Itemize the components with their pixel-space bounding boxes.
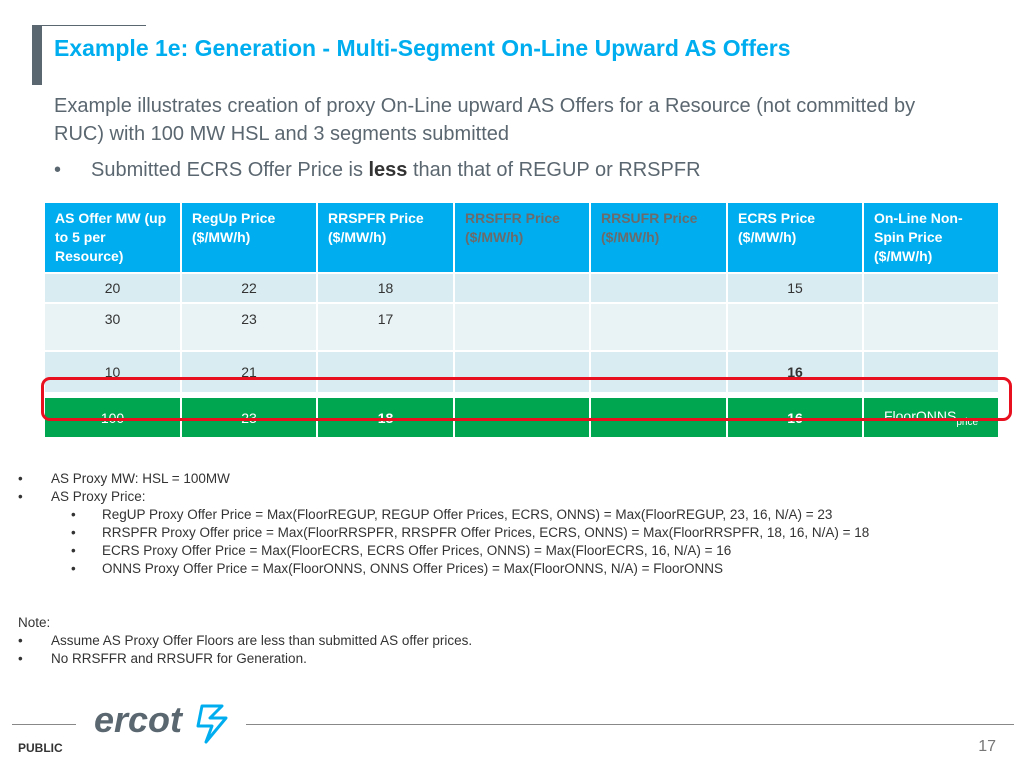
intro-bullet-suffix: than that of REGUP or RRSPFR xyxy=(407,159,701,181)
assumption-notes: Note: Assume AS Proxy Offer Floors are l… xyxy=(18,614,472,668)
note-item: Assume AS Proxy Offer Floors are less th… xyxy=(18,632,472,650)
classification-label: PUBLIC xyxy=(18,741,63,755)
table-cell: 20 xyxy=(43,272,182,304)
note-item: No RRSFFR and RRSUFR for Generation. xyxy=(18,650,472,668)
table-row: 10 21 16 xyxy=(43,350,1000,394)
note-item: AS Proxy Price: xyxy=(18,488,869,506)
proxy-onns-main: FloorONNS xyxy=(883,407,957,424)
table-cell: 18 xyxy=(316,272,455,304)
page-number: 17 xyxy=(978,738,996,755)
header-as-offer-mw: AS Offer MW (up to 5 per Resource) xyxy=(43,201,182,274)
table-cell xyxy=(589,272,728,304)
proxy-mw-cell: 100 xyxy=(43,396,182,439)
footer-divider-left xyxy=(12,724,76,725)
table-spacer-row xyxy=(44,393,999,397)
table-cell: 22 xyxy=(180,272,318,304)
intro-bullet: • Submitted ECRS Offer Price is less than… xyxy=(54,159,701,182)
proxy-onns-cell: FloorONNSprice xyxy=(862,396,1000,439)
intro-bullet-emphasis: less xyxy=(368,159,408,181)
table-row: 30 23 17 xyxy=(43,302,1000,352)
table-cell: 30 xyxy=(43,302,182,352)
table-cell xyxy=(453,272,591,304)
ercot-logo-text: ercot xyxy=(94,699,184,740)
table-cell xyxy=(453,302,591,352)
note-subitem: ECRS Proxy Offer Price = Max(FloorECRS, … xyxy=(18,542,869,560)
note-item: AS Proxy MW: HSL = 100MW xyxy=(18,470,869,488)
table-cell xyxy=(862,272,1000,304)
spacer-cell xyxy=(44,393,999,397)
header-ecrs-price: ECRS Price ($/MW/h) xyxy=(726,201,864,274)
title-accent-line xyxy=(42,25,146,26)
as-offer-table: AS Offer MW (up to 5 per Resource) RegUp… xyxy=(43,201,1000,439)
ercot-logo: ercot xyxy=(94,698,234,749)
header-rrspfr-price: RRSPFR Price ($/MW/h) xyxy=(316,201,455,274)
table-cell: 17 xyxy=(316,302,455,352)
table-cell: 15 xyxy=(726,272,864,304)
proxy-onns-subscript: price xyxy=(956,416,979,428)
proxy-rrsufr-cell xyxy=(589,396,728,439)
proxy-offer-row: 100 23 18 16 FloorONNSprice xyxy=(43,396,1000,439)
table-row: 20 22 18 15 xyxy=(43,272,1000,304)
table-cell: 10 xyxy=(43,350,182,394)
title-accent-bar xyxy=(32,25,42,85)
table-cell xyxy=(316,350,455,394)
table-header-row: AS Offer MW (up to 5 per Resource) RegUp… xyxy=(43,201,1000,274)
note-heading: Note: xyxy=(18,615,51,630)
table-cell xyxy=(453,350,591,394)
table-cell xyxy=(589,302,728,352)
proxy-rrspfr-cell: 18 xyxy=(316,396,455,439)
table-cell xyxy=(862,302,1000,352)
intro-paragraph: Example illustrates creation of proxy On… xyxy=(54,95,916,145)
header-regup-price: RegUp Price ($/MW/h) xyxy=(180,201,318,274)
table-cell xyxy=(862,350,1000,394)
proxy-rrsffr-cell xyxy=(453,396,591,439)
footer-divider-right xyxy=(246,724,1014,725)
header-rrsffr-price: RRSFFR Price ($/MW/h) xyxy=(453,201,591,274)
table-cell: 21 xyxy=(180,350,318,394)
table-cell xyxy=(589,350,728,394)
ercot-logo-graphic: ercot xyxy=(94,699,228,744)
note-subitem: ONNS Proxy Offer Price = Max(FloorONNS, … xyxy=(18,560,869,578)
slide-title: Example 1e: Generation - Multi-Segment O… xyxy=(54,35,791,61)
intro-bullet-prefix: Submitted ECRS Offer Price is xyxy=(91,159,369,181)
proxy-ecrs-cell: 16 xyxy=(726,396,864,439)
table-cell: 23 xyxy=(180,302,318,352)
proxy-regup-cell: 23 xyxy=(180,396,318,439)
table-cell: 16 xyxy=(726,350,864,394)
table-cell xyxy=(726,302,864,352)
header-onns-price: On-Line Non-Spin Price ($/MW/h) xyxy=(862,201,1000,274)
header-rrsufr-price: RRSUFR Price ($/MW/h) xyxy=(589,201,728,274)
note-subitem: RegUP Proxy Offer Price = Max(FloorREGUP… xyxy=(18,506,869,524)
lightning-bolt-icon xyxy=(196,704,228,744)
calculation-notes: AS Proxy MW: HSL = 100MW AS Proxy Price:… xyxy=(18,470,869,578)
note-subitem: RRSPFR Proxy Offer price = Max(FloorRRSP… xyxy=(18,524,869,542)
bullet-marker: • xyxy=(54,159,62,181)
